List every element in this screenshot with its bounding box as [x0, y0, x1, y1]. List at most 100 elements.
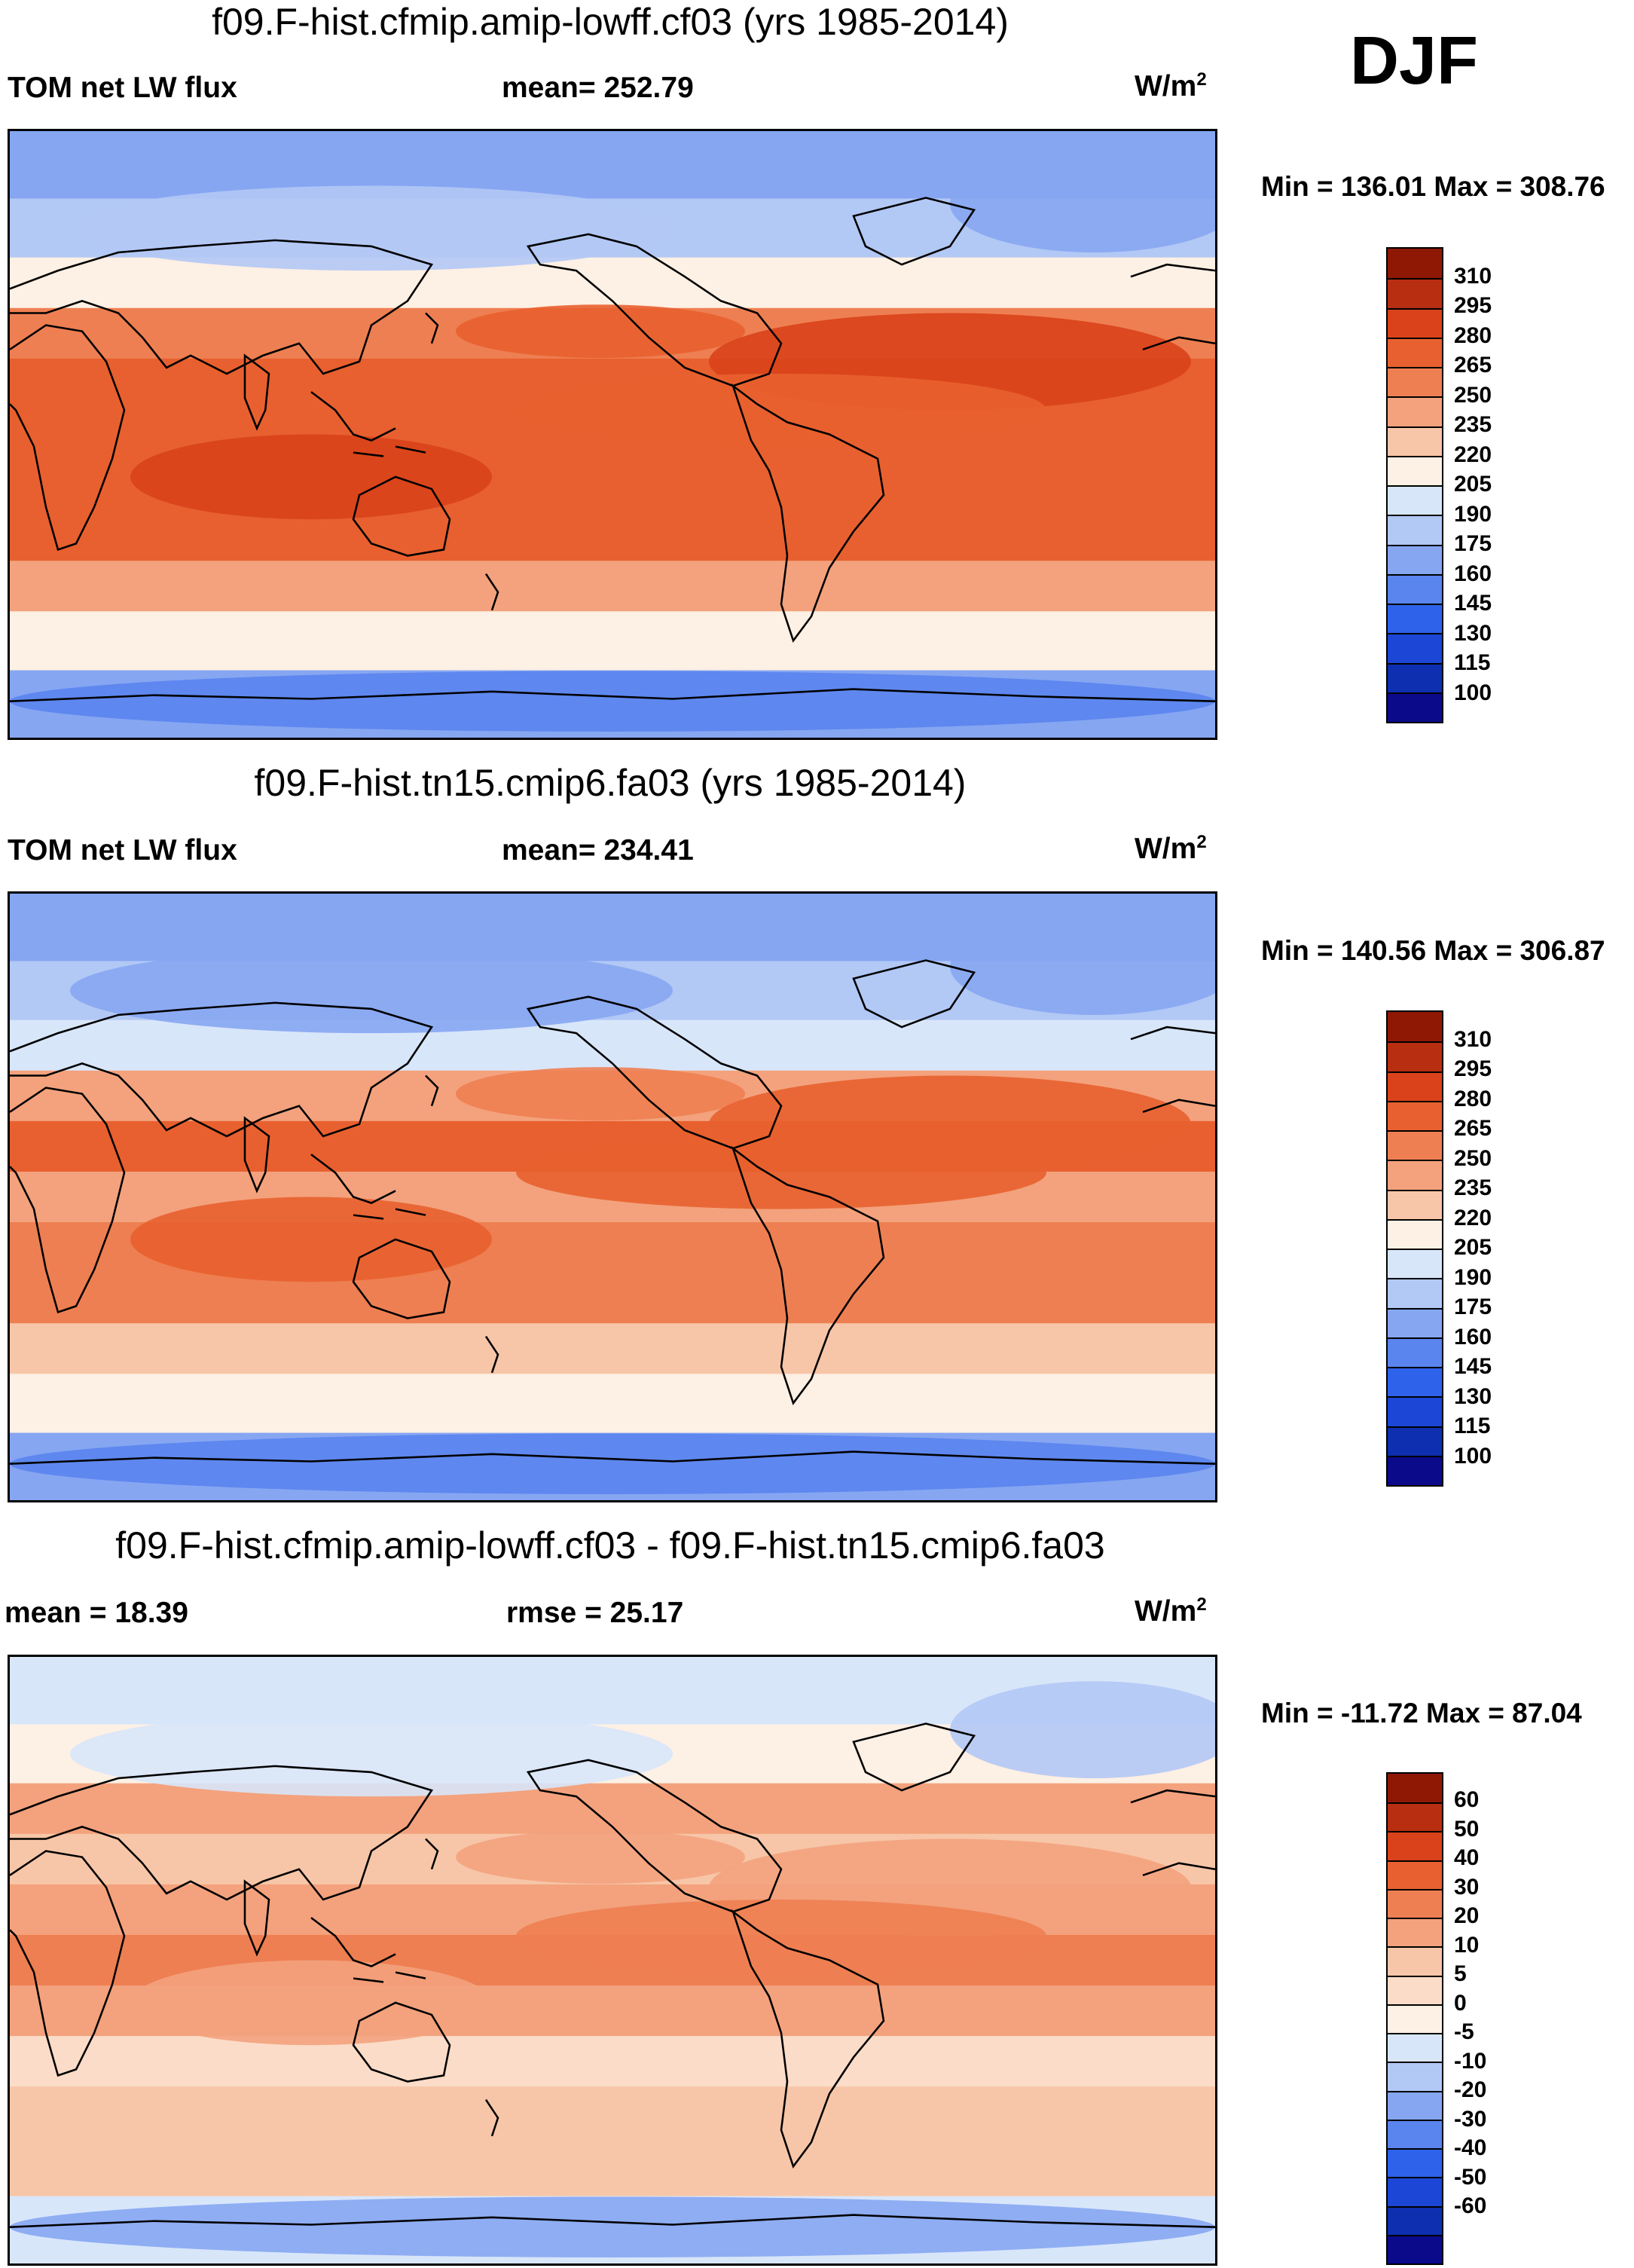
latitude-band: [10, 1323, 1215, 1375]
colorbar-tick-label: 265: [1454, 353, 1492, 377]
coastline: [10, 1001, 434, 1138]
colorbar-tick-label: 0: [1454, 1990, 1467, 2016]
colorbar-tick-label: 130: [1454, 620, 1492, 646]
panel-3-minmax: Min = -11.72 Max = 87.04: [1261, 1698, 1582, 1729]
latitude-band: [10, 2137, 1215, 2197]
coastline: [243, 353, 270, 431]
colorbar-segment: [1388, 2119, 1442, 2149]
colorbar-segment: [1388, 2004, 1442, 2034]
coastline: [352, 1238, 451, 1319]
coastline: [310, 1917, 426, 1983]
colorbar-segment: [1388, 1012, 1442, 1042]
latitude-band: [10, 1273, 1215, 1325]
field-feature: [456, 1067, 745, 1121]
latitude-band: [10, 2086, 1215, 2138]
colorbar-tick-label: 30: [1454, 1874, 1480, 1900]
field-feature: [70, 185, 673, 271]
panel-1-mean-label: mean= 252.79: [502, 72, 694, 104]
colorbar-segment: [1388, 604, 1442, 634]
colorbar-tick-label: 160: [1454, 561, 1492, 586]
colorbar-segment: [1388, 1278, 1442, 1308]
panel-1-units: W/m2: [1135, 69, 1207, 102]
panel-2-map-svg: [10, 894, 1215, 1500]
colorbar-segment: [1388, 2062, 1442, 2091]
colorbar-tick-label: 220: [1454, 442, 1492, 467]
coastline: [526, 1759, 783, 1913]
colorbar-segment: [1388, 426, 1442, 456]
colorbar-segment: [1388, 1307, 1442, 1337]
panel-3-title: f09.F-hist.cfmip.amip-lowff.cf03 - f09.F…: [115, 1524, 1105, 1567]
latitude-band: [10, 561, 1215, 613]
colorbar-segment: [1388, 2205, 1442, 2235]
colorbar-tick-label: -20: [1454, 2077, 1487, 2103]
colorbar-segment: [1388, 1888, 1442, 1918]
colorbar-segment: [1388, 1946, 1442, 1976]
colorbar-tick-label: 280: [1454, 322, 1492, 348]
colorbar-tick-label: 100: [1454, 680, 1492, 705]
colorbar-tick-label: -50: [1454, 2164, 1487, 2190]
panel-3-coastlines: [10, 1722, 1215, 2228]
field-feature: [950, 918, 1215, 1015]
field-feature: [70, 1711, 673, 1797]
colorbar-tick-label: 205: [1454, 1235, 1492, 1260]
panel-1-left-label: TOM net LW flux: [8, 72, 237, 104]
coastline: [526, 233, 783, 387]
colorbar-tick-label: 10: [1454, 1932, 1480, 1958]
panel-3-map-svg: [10, 1657, 1215, 2263]
colorbar-segment: [1388, 1100, 1442, 1130]
colorbar-tick-label: 160: [1454, 1324, 1492, 1349]
colorbar-tick-label: 250: [1454, 1145, 1492, 1171]
colorbar-tick-label: 235: [1454, 1175, 1492, 1200]
colorbar-segment: [1388, 1455, 1442, 1485]
field-feature: [516, 374, 1046, 447]
colorbar-segment: [1388, 2234, 1442, 2263]
coastline: [10, 1850, 126, 2077]
colorbar-segment: [1388, 1831, 1442, 1860]
field-feature: [70, 948, 673, 1034]
latitude-band: [10, 1374, 1215, 1434]
colorbar-segment: [1388, 2090, 1442, 2120]
coastline: [310, 1154, 426, 1220]
panel-3-rmse-label: rmse = 25.17: [506, 1597, 684, 1629]
panel-2-colorbar: [1386, 1010, 1443, 1487]
colorbar-segment: [1388, 633, 1442, 663]
colorbar-segment: [1388, 1160, 1442, 1190]
colorbar-tick-label: 50: [1454, 1816, 1480, 1842]
colorbar-tick-label: 145: [1454, 1354, 1492, 1379]
colorbar-tick-label: 145: [1454, 591, 1492, 616]
coastline: [731, 383, 885, 643]
colorbar-segment: [1388, 367, 1442, 397]
coastline: [731, 1909, 885, 2169]
panel-1-coastlines: [10, 197, 1215, 702]
colorbar-segment: [1388, 278, 1442, 308]
panel-2-map: [8, 891, 1217, 1502]
coastline: [1130, 263, 1215, 351]
panel-3-mean-label: mean = 18.39: [5, 1597, 188, 1629]
colorbar-tick-label: 40: [1454, 1845, 1480, 1871]
field-feature: [516, 1136, 1046, 1209]
colorbar-segment: [1388, 544, 1442, 574]
colorbar-segment: [1388, 1396, 1442, 1426]
coastline: [852, 959, 976, 1029]
panel-1-colorbar: [1386, 247, 1443, 723]
colorbar-segment: [1388, 337, 1442, 367]
coastline: [243, 1116, 270, 1194]
field-feature: [130, 434, 492, 520]
colorbar-segment: [1388, 2033, 1442, 2062]
colorbar-segment: [1388, 2177, 1442, 2206]
colorbar-tick-label: 175: [1454, 531, 1492, 556]
panel-2-title: f09.F-hist.tn15.cmip6.fa03 (yrs 1985-201…: [254, 762, 967, 804]
colorbar-segment: [1388, 249, 1442, 279]
panel-1-map: [8, 129, 1217, 740]
field-feature: [130, 1960, 492, 2046]
panel-1-title: f09.F-hist.cfmip.amip-lowff.cf03 (yrs 19…: [212, 1, 1009, 43]
colorbar-tick-label: 20: [1454, 1903, 1480, 1929]
coastline: [484, 2098, 499, 2137]
latitude-band: [10, 2036, 1215, 2088]
colorbar-segment: [1388, 1774, 1442, 1803]
coastline: [352, 2001, 451, 2083]
colorbar-segment: [1388, 1337, 1442, 1367]
panel-2-left-label: TOM net LW flux: [8, 834, 237, 867]
colorbar-tick-label: 100: [1454, 1443, 1492, 1469]
panel-2-coastlines: [10, 959, 1215, 1465]
